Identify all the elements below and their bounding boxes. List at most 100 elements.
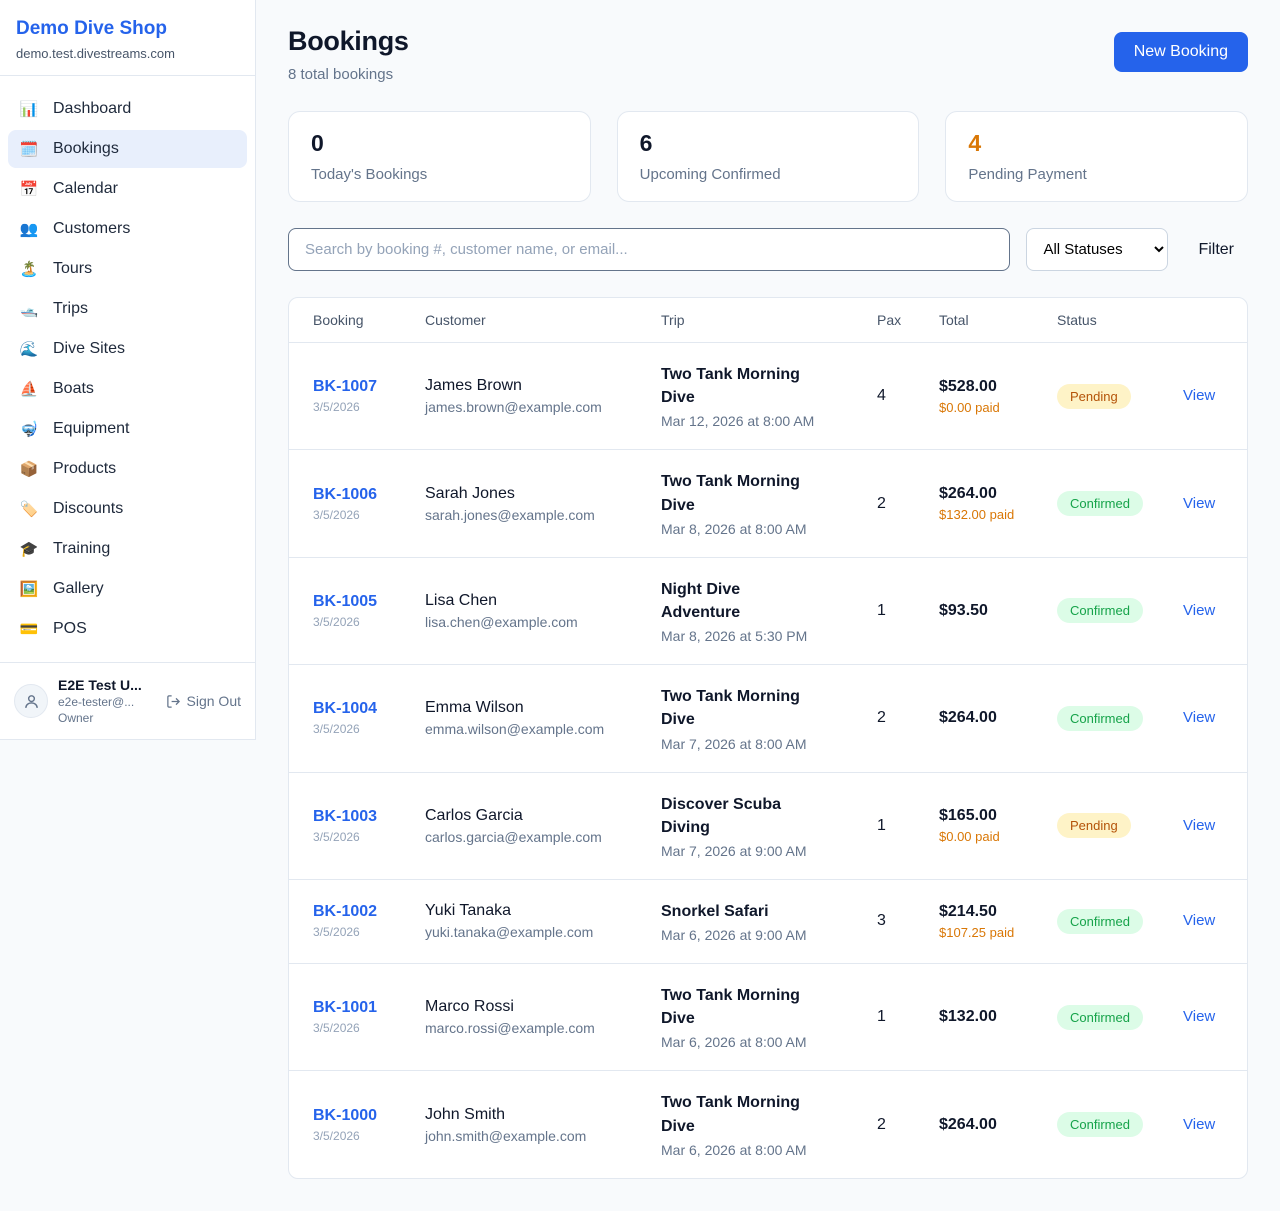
status-cell: Confirmed: [1057, 578, 1183, 643]
sidebar-item-gallery[interactable]: 🖼️ Gallery: [8, 570, 247, 608]
status-filter-select[interactable]: All Statuses: [1026, 228, 1169, 271]
booking-date: 3/5/2026: [313, 614, 360, 629]
booking-cell: BK-1001 3/5/2026: [313, 979, 425, 1055]
table-row: BK-1000 3/5/2026 John Smith john.smith@e…: [289, 1071, 1247, 1177]
trip-name: Discover Scuba Diving: [661, 795, 782, 836]
sidebar-item-dive-sites[interactable]: 🌊 Dive Sites: [8, 330, 247, 368]
sidebar-item-training[interactable]: 🎓 Training: [8, 530, 247, 568]
booking-id-link[interactable]: BK-1001: [313, 999, 378, 1017]
gallery-icon: 🖼️: [19, 581, 39, 598]
total-cell: $528.00 $0.00 paid: [939, 358, 1057, 435]
trip-cell: Two Tank Morning Dive Mar 7, 2026 at 8:0…: [661, 665, 877, 771]
actions-cell: View: [1183, 582, 1223, 640]
booking-id-link[interactable]: BK-1002: [313, 903, 378, 921]
pax-count: 2: [877, 494, 886, 512]
sidebar-item-trips[interactable]: 🛥️ Trips: [8, 290, 247, 328]
sidebar-item-boats[interactable]: ⛵ Boats: [8, 370, 247, 408]
view-link[interactable]: View: [1183, 816, 1216, 834]
paid-amount: $107.25 paid: [939, 924, 1015, 940]
sidebar-item-discounts[interactable]: 🏷️ Discounts: [8, 490, 247, 528]
trip-name: Two Tank Morning Dive: [661, 1094, 800, 1135]
customer-email: emma.wilson@example.com: [425, 721, 605, 738]
customer-email: yuki.tanaka@example.com: [425, 924, 594, 941]
table-row: BK-1003 3/5/2026 Carlos Garcia carlos.ga…: [289, 773, 1247, 880]
booking-id-link[interactable]: BK-1007: [313, 378, 378, 396]
status-badge: Confirmed: [1057, 908, 1143, 934]
search-input[interactable]: [288, 228, 1011, 271]
pax-count: 1: [877, 816, 886, 834]
pax-count: 1: [877, 1008, 886, 1026]
customers-icon: 👥: [19, 221, 39, 238]
sign-out-button[interactable]: Sign Out: [166, 693, 241, 709]
sidebar-item-label: Boats: [53, 380, 94, 397]
booking-id-link[interactable]: BK-1004: [313, 700, 378, 718]
status-badge: Confirmed: [1057, 705, 1143, 731]
status-badge: Pending: [1057, 383, 1131, 409]
actions-cell: View: [1183, 988, 1223, 1046]
user-email: e2e-tester@...: [58, 695, 135, 709]
view-link[interactable]: View: [1183, 709, 1216, 727]
customer-email: marco.rossi@example.com: [425, 1020, 595, 1037]
view-link[interactable]: View: [1183, 1008, 1216, 1026]
customer-cell: John Smith john.smith@example.com: [425, 1086, 661, 1164]
column-header-trip: Trip: [661, 312, 685, 328]
column-header-customer: Customer: [425, 312, 486, 328]
user-icon: [24, 694, 38, 708]
column-header-total: Total: [939, 312, 969, 328]
booking-date: 3/5/2026: [313, 1128, 360, 1143]
sidebar-item-pos[interactable]: 💳 POS: [8, 610, 247, 648]
sidebar-item-dashboard[interactable]: 📊 Dashboard: [8, 90, 247, 128]
table-row: BK-1002 3/5/2026 Yuki Tanaka yuki.tanaka…: [289, 880, 1247, 965]
user-name: E2E Test U...: [58, 677, 142, 693]
booking-id-link[interactable]: BK-1005: [313, 592, 378, 610]
sidebar-item-calendar[interactable]: 📅 Calendar: [8, 170, 247, 208]
view-link[interactable]: View: [1183, 912, 1216, 930]
total-amount: $528.00: [939, 377, 997, 395]
sidebar-item-products[interactable]: 📦 Products: [8, 450, 247, 488]
trip-time: Mar 6, 2026 at 9:00 AM: [661, 927, 807, 944]
filter-row: All Statuses Filter: [288, 228, 1248, 271]
status-cell: Confirmed: [1057, 1092, 1183, 1157]
total-cell: $214.50 $107.25 paid: [939, 883, 1057, 960]
table-body: BK-1007 3/5/2026 James Brown james.brown…: [289, 343, 1247, 1178]
paid-amount: $132.00 paid: [939, 507, 1015, 523]
view-link[interactable]: View: [1183, 1115, 1216, 1133]
sidebar-item-equipment[interactable]: 🤿 Equipment: [8, 410, 247, 448]
booking-date: 3/5/2026: [313, 722, 360, 737]
sidebar-item-customers[interactable]: 👥 Customers: [8, 210, 247, 248]
booking-date: 3/5/2026: [313, 1021, 360, 1036]
trip-name: Two Tank Morning Dive: [661, 987, 800, 1028]
new-booking-button[interactable]: New Booking: [1113, 32, 1248, 72]
sidebar-item-bookings[interactable]: 🗓️ Bookings: [8, 130, 247, 168]
trip-time: Mar 7, 2026 at 9:00 AM: [661, 842, 807, 859]
actions-cell: View: [1183, 689, 1223, 747]
total-cell: $264.00 $132.00 paid: [939, 465, 1057, 542]
stats-row: 0 Today's Bookings 6 Upcoming Confirmed …: [288, 111, 1248, 202]
view-link[interactable]: View: [1183, 494, 1216, 512]
booking-id-link[interactable]: BK-1006: [313, 485, 378, 503]
view-link[interactable]: View: [1183, 387, 1216, 405]
view-link[interactable]: View: [1183, 601, 1216, 619]
trip-time: Mar 8, 2026 at 8:00 AM: [661, 520, 807, 537]
booking-date: 3/5/2026: [313, 400, 360, 415]
sidebar-item-tours[interactable]: 🏝️ Tours: [8, 250, 247, 288]
customer-cell: Sarah Jones sarah.jones@example.com: [425, 465, 661, 543]
pos-icon: 💳: [19, 621, 39, 638]
stat-label: Today's Bookings: [311, 166, 428, 183]
booking-date: 3/5/2026: [313, 507, 360, 522]
trip-cell: Discover Scuba Diving Mar 7, 2026 at 9:0…: [661, 773, 877, 879]
booking-id-link[interactable]: BK-1000: [313, 1106, 378, 1124]
trip-time: Mar 12, 2026 at 8:00 AM: [661, 413, 815, 430]
total-amount: $132.00: [939, 1008, 997, 1026]
filter-button[interactable]: Filter: [1184, 241, 1248, 259]
page-title: Bookings: [288, 26, 409, 56]
actions-cell: View: [1183, 797, 1223, 855]
dashboard-icon: 📊: [19, 101, 39, 118]
status-cell: Confirmed: [1057, 985, 1183, 1050]
trip-cell: Two Tank Morning Dive Mar 8, 2026 at 8:0…: [661, 450, 877, 556]
booking-cell: BK-1003 3/5/2026: [313, 788, 425, 864]
status-badge: Confirmed: [1057, 1004, 1143, 1030]
paid-amount: $0.00 paid: [939, 829, 1000, 845]
status-cell: Pending: [1057, 364, 1183, 429]
booking-id-link[interactable]: BK-1003: [313, 807, 378, 825]
